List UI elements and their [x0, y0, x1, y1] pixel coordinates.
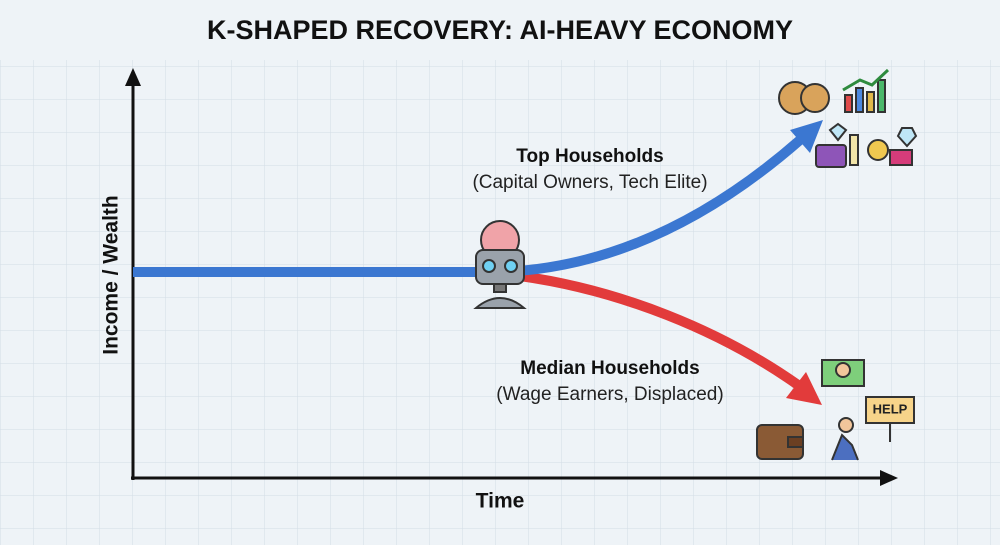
wealth-icons	[778, 68, 918, 168]
axes	[125, 68, 898, 486]
top-label: Top Households	[516, 146, 663, 167]
title: K-SHAPED RECOVERY: AI-HEAVY ECONOMY	[207, 15, 793, 45]
robot-icon	[473, 220, 527, 309]
top-sublabel: (Capital Owners, Tech Elite)	[472, 172, 707, 193]
median-label: Median Households	[520, 358, 699, 379]
top-branch	[133, 136, 804, 277]
median-branch	[519, 271, 801, 390]
median-sublabel: (Wage Earners, Displaced)	[496, 384, 723, 405]
x-axis-label: Time	[476, 490, 525, 513]
hardship-icons	[756, 359, 915, 461]
y-axis-label: Income / Wealth	[100, 195, 123, 354]
help-sign-text: HELP	[873, 401, 908, 416]
median-arrow	[786, 372, 822, 405]
top-arrow	[790, 120, 823, 153]
